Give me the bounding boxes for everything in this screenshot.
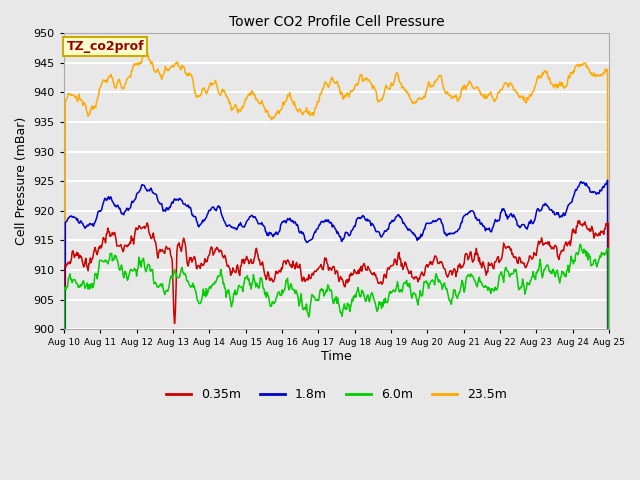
Legend: 0.35m, 1.8m, 6.0m, 23.5m: 0.35m, 1.8m, 6.0m, 23.5m bbox=[161, 383, 511, 406]
Y-axis label: Cell Pressure (mBar): Cell Pressure (mBar) bbox=[15, 117, 28, 245]
Text: TZ_co2prof: TZ_co2prof bbox=[67, 40, 144, 53]
Title: Tower CO2 Profile Cell Pressure: Tower CO2 Profile Cell Pressure bbox=[228, 15, 444, 29]
X-axis label: Time: Time bbox=[321, 350, 352, 363]
